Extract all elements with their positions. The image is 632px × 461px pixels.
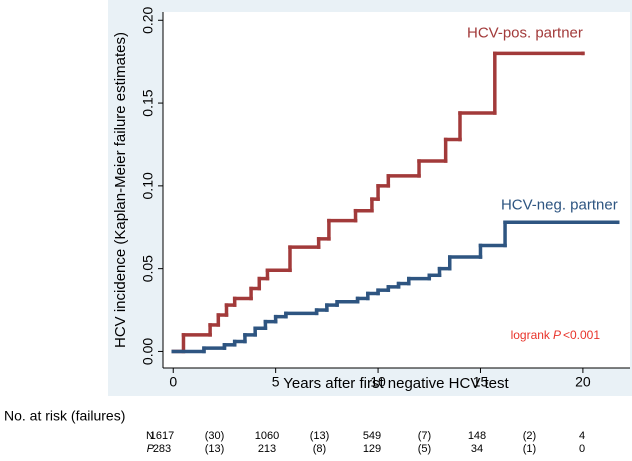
risk-cell: 283 (153, 443, 171, 455)
risk-cell: (13) (205, 443, 225, 455)
x-tick-label: 5 (272, 374, 280, 390)
risk-cell: (5) (418, 443, 431, 455)
x-tick-label: 10 (370, 374, 386, 390)
step-end (581, 51, 585, 56)
y-tick-label: 0.00 (140, 338, 156, 365)
risk-cell: (30) (205, 430, 225, 442)
risk-cell: (2) (523, 430, 536, 442)
risk-cell: 1060 (255, 430, 279, 442)
series-label: HCV-neg. partner (501, 196, 618, 213)
risk-cell: (7) (418, 430, 431, 442)
risk-cell: 4 (579, 430, 585, 442)
plot-area (163, 12, 630, 368)
series-label: HCV-pos. partner (467, 24, 583, 41)
risk-cell: 129 (363, 443, 381, 455)
risk-table-title: No. at risk (failures) (4, 408, 125, 424)
risk-row-label: N (146, 430, 154, 442)
risk-cell: 1617 (150, 430, 174, 442)
x-tick-label: 0 (169, 374, 177, 390)
x-tick-label: 15 (473, 374, 489, 390)
y-tick-label: 0.20 (140, 6, 156, 33)
annotation-italic: P (553, 328, 561, 342)
x-axis-title: Years after first negative HCV test (283, 375, 509, 392)
annotation-text: logrank (511, 328, 551, 342)
annotation-value: <0.001 (563, 328, 600, 342)
risk-cell: 549 (363, 430, 381, 442)
y-tick-label: 0.10 (140, 172, 156, 199)
risk-cell: 213 (258, 443, 276, 455)
y-tick-label: 0.15 (140, 89, 156, 116)
y-axis-title: HCV incidence (Kaplan-Meier failure esti… (112, 32, 129, 348)
risk-cell: 0 (579, 443, 585, 455)
risk-cell: (1) (523, 443, 536, 455)
risk-cell: 148 (468, 430, 486, 442)
y-tick-label: 0.05 (140, 255, 156, 282)
risk-row-label: P (147, 443, 155, 455)
risk-cell: (8) (313, 443, 326, 455)
x-tick-label: 20 (575, 374, 591, 390)
risk-cell: 34 (471, 443, 483, 455)
annotation: logrank P <0.001 (511, 328, 601, 342)
step-end (616, 220, 620, 224)
risk-cell: (13) (310, 430, 330, 442)
